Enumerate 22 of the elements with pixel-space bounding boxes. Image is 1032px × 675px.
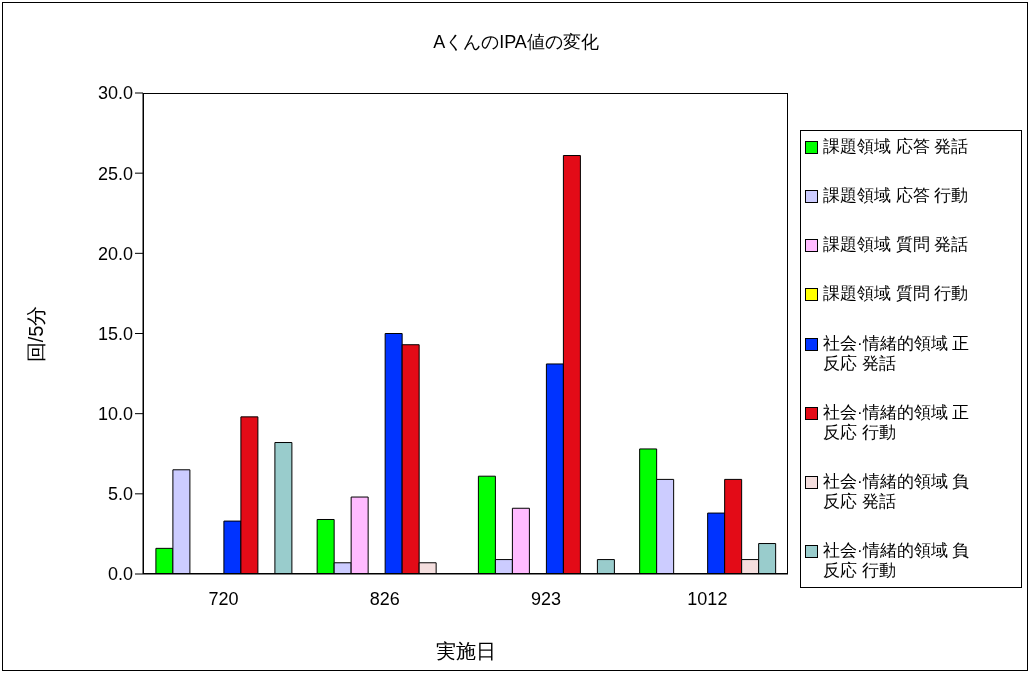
x-tick-label: 923 [531,588,562,609]
legend-label: 社会·情緒的領域 正反応 発話 [823,333,971,374]
legend-label: 課題領域 応答 行動 [823,186,970,207]
x-tick-label: 826 [369,588,400,609]
x-tick-label: 1012 [687,588,728,609]
legend-label: 社会·情緒的領域 正反応 行動 [823,402,971,443]
legend-label: 社会·情緒的領域 負反応 行動 [823,540,971,581]
y-tick-label: 5.0 [107,484,133,505]
y-tick-label: 25.0 [97,163,133,184]
x-axis-title: 実施日 [434,639,497,664]
legend-label: 課題領域 応答 発話 [823,137,970,157]
y-tick-label: 15.0 [97,323,133,344]
y-tick-label: 20.0 [97,243,133,264]
y-axis-title: 回/5分 [23,305,48,362]
y-tick-label: 0.0 [107,564,133,585]
x-tick-label: 720 [208,588,239,609]
chart-title: AくんのIPA値の変化 [432,31,600,54]
legend-label: 課題領域 質問 行動 [823,284,970,305]
y-tick-label: 30.0 [97,83,133,104]
y-tick-label: 10.0 [97,404,133,425]
legend-label: 社会·情緒的領域 負反応 発話 [823,471,971,512]
legend-label: 課題領域 質問 発話 [823,235,970,256]
